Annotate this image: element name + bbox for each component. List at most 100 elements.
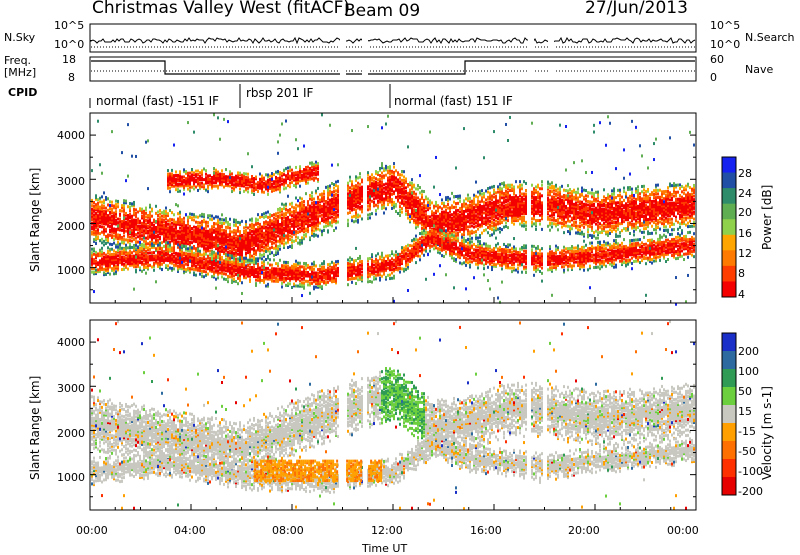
heatmap-noise xyxy=(297,147,299,150)
heatmap-cell xyxy=(271,214,273,217)
heatmap-cell xyxy=(263,191,265,194)
heatmap-cell xyxy=(321,214,323,217)
heatmap-cell xyxy=(245,276,247,279)
heatmap-cell xyxy=(395,196,397,199)
heatmap-cell xyxy=(113,212,115,215)
heatmap-cell xyxy=(117,205,119,208)
heatmap-cell xyxy=(111,234,113,237)
heatmap-cell xyxy=(137,218,139,221)
heatmap-cell xyxy=(145,237,147,240)
heatmap-cell xyxy=(349,190,351,193)
heatmap-cell xyxy=(183,184,185,187)
heatmap-cell xyxy=(259,216,261,219)
heatmap-cell xyxy=(95,260,97,263)
heatmap-cell xyxy=(97,214,99,217)
heatmap-cell xyxy=(245,187,247,190)
freq-gap-3 xyxy=(548,70,554,78)
heatmap-cell xyxy=(199,225,201,228)
heatmap-cell xyxy=(93,258,95,261)
heatmap-cell xyxy=(189,172,191,175)
heatmap-cell xyxy=(145,254,147,257)
heatmap-cell xyxy=(351,216,353,219)
heatmap-cell xyxy=(273,241,275,244)
heatmap-cell xyxy=(303,200,305,203)
heatmap-cell xyxy=(275,276,277,279)
heatmap-cell xyxy=(267,248,269,251)
heatmap-cell xyxy=(357,182,359,185)
heatmap-cell xyxy=(383,167,385,170)
heatmap-cell xyxy=(109,253,111,256)
heatmap-cell xyxy=(337,260,339,263)
heatmap-cell xyxy=(225,258,227,261)
heatmap-cell xyxy=(261,175,263,178)
heatmap-cell xyxy=(413,184,415,187)
heatmap-cell xyxy=(301,265,303,268)
heatmap-cell xyxy=(117,221,119,224)
heatmap-cell xyxy=(401,182,403,185)
heatmap-cell xyxy=(377,178,379,181)
heatmap-cell xyxy=(121,236,123,239)
heatmap-noise xyxy=(107,197,109,200)
heatmap-noise xyxy=(411,192,413,195)
heatmap-cell xyxy=(385,174,387,177)
heatmap-cell xyxy=(265,173,267,176)
heatmap-cell xyxy=(231,176,233,179)
heatmap-cell xyxy=(387,254,389,257)
heatmap-noise xyxy=(297,199,299,202)
heatmap-cell xyxy=(393,201,395,204)
heatmap-cell xyxy=(145,207,147,210)
heatmap-cell xyxy=(101,204,103,207)
heatmap-cell xyxy=(197,225,199,228)
heatmap-cell xyxy=(399,177,401,180)
heatmap-cell xyxy=(93,238,95,241)
heatmap-cell xyxy=(291,169,293,172)
heatmap-cell xyxy=(303,204,305,207)
heatmap-cell xyxy=(295,171,297,174)
heatmap-noise xyxy=(129,246,131,249)
heatmap-cell xyxy=(173,219,175,222)
heatmap-cell xyxy=(191,241,193,244)
heatmap-cell xyxy=(203,256,205,259)
heatmap-cell xyxy=(121,250,123,253)
heatmap-cell xyxy=(387,177,389,180)
heatmap-cell xyxy=(255,186,257,189)
heatmap-cell xyxy=(357,176,359,179)
heatmap-cell xyxy=(187,216,189,219)
heatmap-cell xyxy=(195,178,197,181)
heatmap-cell xyxy=(321,266,323,269)
heatmap-cell xyxy=(359,176,361,179)
heatmap-noise xyxy=(421,244,423,247)
heatmap-cell xyxy=(243,230,245,233)
heatmap-cell xyxy=(261,257,263,260)
heatmap-cell xyxy=(257,218,259,221)
heatmap-cell xyxy=(191,250,193,253)
heatmap-cell xyxy=(139,220,141,223)
heatmap-cell xyxy=(315,205,317,208)
heatmap-cell xyxy=(289,182,291,185)
heatmap-cell xyxy=(287,166,289,169)
heatmap-cell xyxy=(203,178,205,181)
heatmap-cell xyxy=(283,242,285,245)
heatmap-cell xyxy=(309,194,311,197)
heatmap-cell xyxy=(205,189,207,192)
heatmap-cell xyxy=(243,257,245,260)
heatmap-noise xyxy=(295,138,297,141)
heatmap-cell xyxy=(101,241,103,244)
heatmap-cell xyxy=(197,221,199,224)
heatmap-cell xyxy=(243,226,245,229)
heatmap-noise xyxy=(369,195,371,198)
heatmap-cell xyxy=(369,257,371,260)
heatmap-cell xyxy=(331,198,333,201)
heatmap-cell xyxy=(229,275,231,278)
heatmap-cell xyxy=(397,256,399,259)
heatmap-cell xyxy=(291,286,293,289)
heatmap-cell xyxy=(215,222,217,225)
heatmap-cell xyxy=(331,277,333,280)
heatmap-cell xyxy=(123,199,125,202)
heatmap-cell xyxy=(277,278,279,281)
heatmap-cell xyxy=(185,245,187,248)
heatmap-cell xyxy=(309,224,311,227)
heatmap-cell xyxy=(369,188,371,191)
heatmap-cell xyxy=(265,284,267,287)
heatmap-cell xyxy=(247,268,249,271)
